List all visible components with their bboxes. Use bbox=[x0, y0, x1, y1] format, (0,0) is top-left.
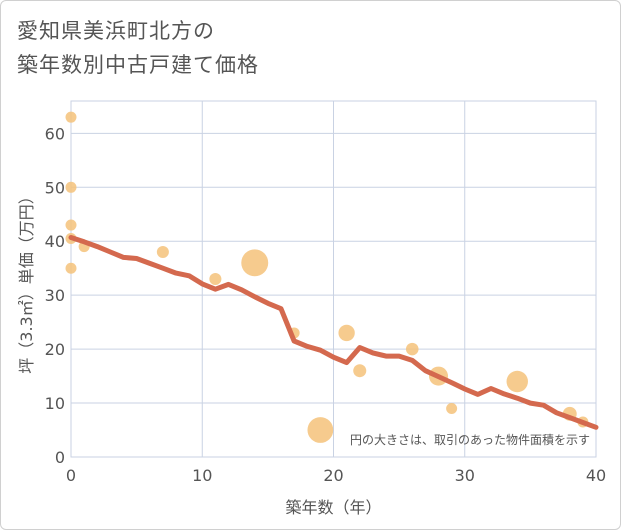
bubble-point bbox=[65, 181, 77, 193]
bubble-point bbox=[241, 249, 269, 277]
bubble-point bbox=[353, 364, 367, 378]
y-tick-label: 40 bbox=[45, 232, 65, 251]
bubble-point bbox=[506, 370, 528, 393]
x-axis-label: 築年数（年） bbox=[285, 498, 381, 517]
bubble-point bbox=[65, 219, 77, 231]
x-tick-label: 10 bbox=[192, 466, 212, 485]
bubble-point bbox=[209, 272, 222, 286]
chart-title-line1: 愛知県美浜町北方の bbox=[17, 19, 215, 43]
x-tick-label: 30 bbox=[455, 466, 475, 485]
y-tick-label: 0 bbox=[55, 448, 65, 467]
trend-line bbox=[68, 235, 599, 430]
bubble-point bbox=[156, 246, 169, 259]
trend-series bbox=[68, 235, 599, 430]
y-tick-label: 50 bbox=[45, 178, 65, 197]
bubble-point bbox=[65, 262, 77, 274]
size-note: 円の大きさは、取引のあった物件面積を示す bbox=[350, 432, 590, 447]
y-axis-label: 坪（3.3㎡）単価（万円） bbox=[17, 188, 36, 373]
y-tick-label: 20 bbox=[45, 340, 65, 359]
bubble-point bbox=[405, 342, 419, 356]
chart-title: 愛知県美浜町北方の 築年数別中古戸建て価格 bbox=[17, 14, 259, 82]
y-tick-label: 10 bbox=[45, 394, 65, 413]
bubble-point bbox=[446, 402, 458, 414]
y-tick-labels: 0 10 20 30 40 50 60 bbox=[45, 124, 65, 467]
bubble-point bbox=[338, 324, 355, 342]
x-tick-label: 20 bbox=[323, 466, 343, 485]
x-tick-label: 40 bbox=[586, 466, 606, 485]
x-tick-labels: 0 10 20 30 40 bbox=[66, 466, 606, 485]
x-tick-label: 0 bbox=[66, 466, 76, 485]
chart-title-line2: 築年数別中古戸建て価格 bbox=[17, 53, 259, 77]
grid bbox=[70, 100, 597, 458]
y-tick-label: 60 bbox=[45, 124, 65, 143]
bubble-point bbox=[307, 417, 334, 443]
y-tick-label: 30 bbox=[45, 286, 65, 305]
bubble-point bbox=[65, 111, 77, 123]
